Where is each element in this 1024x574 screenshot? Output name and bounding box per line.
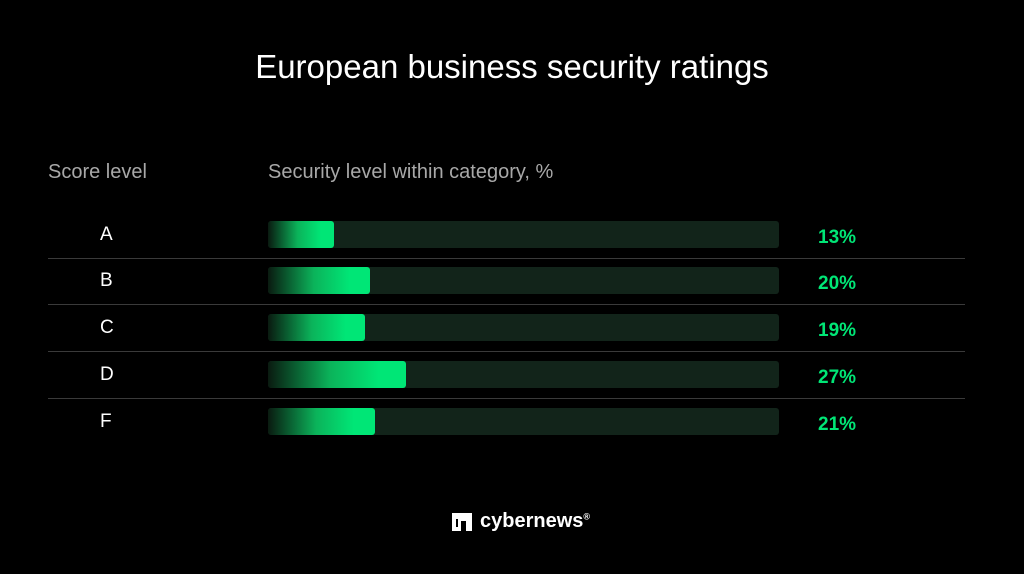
bar-track — [268, 267, 779, 294]
bar-track — [268, 408, 779, 435]
value-label: 13% — [818, 227, 857, 248]
brand-text: cybernews — [480, 510, 584, 532]
category-label: A — [100, 224, 113, 245]
bar-b — [268, 267, 371, 294]
bar-track — [268, 314, 779, 341]
category-header: Score level — [48, 161, 147, 183]
category-label: D — [100, 364, 114, 385]
bar-f — [268, 408, 376, 435]
value-label: 27% — [818, 367, 857, 388]
bar-row-d: D 27% — [48, 352, 965, 399]
bar-d — [268, 361, 406, 388]
chart-title: European business security ratings — [255, 48, 769, 85]
category-label: F — [100, 411, 112, 432]
value-header: Security level within category, % — [268, 161, 554, 183]
brand-name: cybernews® — [480, 510, 590, 533]
bar-row-a: A 13% — [48, 212, 965, 259]
bar-row-b: B 20% — [48, 258, 965, 305]
cybernews-logo: cybernews® — [452, 510, 590, 533]
row-divider — [48, 304, 965, 305]
bar-track — [268, 221, 779, 248]
bar-row-f: F 21% — [48, 399, 965, 446]
value-label: 20% — [818, 273, 857, 294]
category-label: C — [100, 317, 114, 338]
category-label: B — [100, 270, 113, 291]
bar-a — [268, 221, 335, 248]
value-label: 21% — [818, 414, 857, 435]
bar-track — [268, 361, 779, 388]
row-divider — [48, 351, 965, 352]
registered-mark: ® — [583, 511, 591, 522]
row-divider — [48, 398, 965, 399]
value-label: 19% — [818, 320, 857, 341]
row-divider — [48, 258, 965, 259]
cybernews-logo-icon — [452, 512, 472, 531]
bar-row-c: C 19% — [48, 305, 965, 352]
bar-c — [268, 314, 366, 341]
